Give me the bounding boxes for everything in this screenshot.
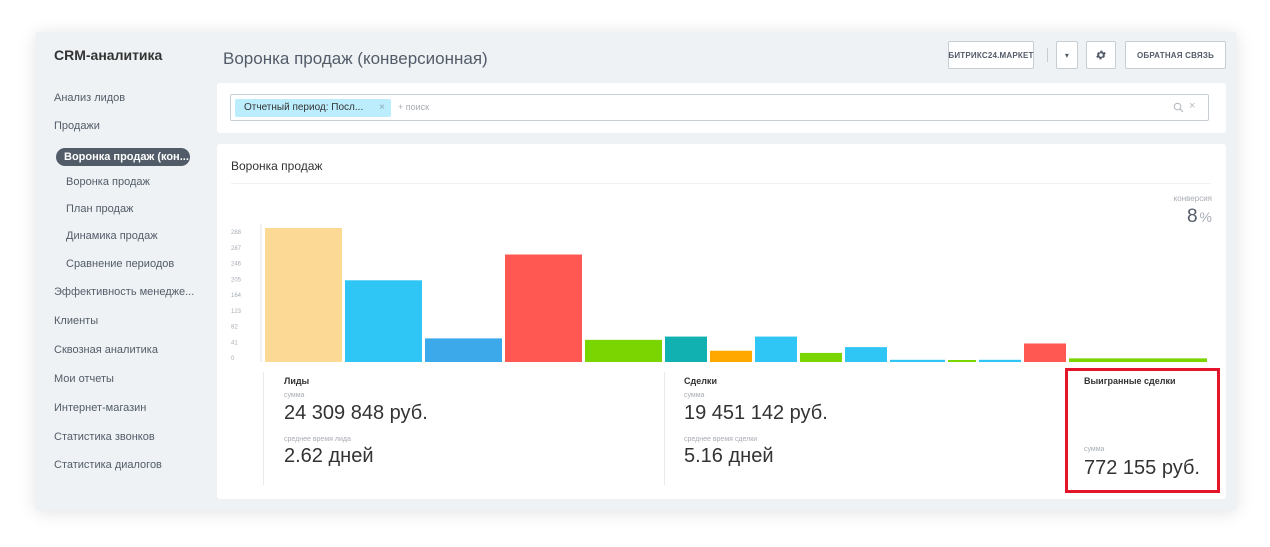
funnel-bar[interactable] — [948, 360, 976, 362]
gear-icon — [1096, 50, 1106, 60]
deals-sum-label: сумма — [684, 392, 705, 399]
won-title: Выигранные сделки — [1084, 376, 1176, 386]
funnel-bar[interactable] — [1024, 343, 1066, 362]
market-dropdown-button[interactable]: ▾ — [1056, 41, 1078, 69]
y-tick-label: 41 — [231, 340, 238, 346]
funnel-chart: 288 287 246 205 164 123 82 41 0 — [231, 224, 1207, 362]
funnel-bar[interactable] — [665, 336, 707, 362]
search-input[interactable]: + поиск — [398, 102, 430, 112]
funnel-card: Воронка продаж конверсия 8% 288 287 246 205… — [217, 144, 1226, 499]
funnel-bar[interactable] — [505, 254, 582, 362]
funnel-bar[interactable] — [710, 350, 752, 362]
deals-divider — [664, 372, 665, 485]
card-divider — [231, 183, 1211, 184]
funnel-bar[interactable] — [979, 359, 1021, 362]
filter-tag[interactable]: Отчетный период: Посл... × — [235, 99, 391, 117]
sidebar-item-dialog-statistics[interactable]: Статистика диалогов — [54, 459, 162, 471]
filter-tag-label: Отчетный период: Посл... — [244, 102, 364, 113]
funnel-bar[interactable] — [425, 338, 502, 362]
funnel-bar[interactable] — [890, 359, 945, 362]
won-sum-value: 772 155 руб. — [1084, 457, 1200, 479]
filter-remove-icon[interactable]: × — [379, 102, 385, 113]
sidebar-item-sales-plan[interactable]: План продаж — [66, 203, 134, 215]
y-tick-label: 288 — [231, 230, 242, 236]
sidebar-item-period-comparison[interactable]: Сравнение периодов — [66, 258, 175, 270]
sidebar: CRM-аналитика Анализ лидов Продажи Ворон… — [36, 32, 212, 510]
leads-time-value: 2.62 дней — [284, 445, 374, 467]
search-box[interactable]: Отчетный период: Посл... × + поиск × — [230, 94, 1209, 121]
conversion-number: 8 — [1186, 206, 1198, 227]
sidebar-item-conversion-funnel[interactable]: Воронка продаж (кон... — [56, 148, 190, 166]
funnel-bar[interactable] — [800, 352, 842, 362]
card-title: Воронка продаж — [231, 159, 323, 173]
funnel-bar[interactable] — [1069, 358, 1207, 362]
deals-time-value: 5.16 дней — [684, 445, 774, 467]
sidebar-item-lead-analysis[interactable]: Анализ лидов — [54, 92, 126, 104]
conversion-label: конверсия — [1173, 194, 1212, 203]
funnel-bar[interactable] — [345, 280, 422, 362]
search-icon[interactable] — [1173, 102, 1184, 113]
y-tick-label: 82 — [231, 325, 238, 331]
sidebar-item-clients[interactable]: Клиенты — [54, 315, 99, 327]
market-separator — [1047, 48, 1048, 62]
won-deals-stats: Выигранные сделки сумма 772 155 руб. — [1084, 376, 1219, 480]
leads-title: Лиды — [284, 376, 310, 386]
market-button[interactable]: БИТРИКС24.МАРКЕТ — [948, 41, 1034, 69]
y-tick-label: 0 — [231, 356, 235, 362]
sidebar-item-online-store[interactable]: Интернет-магазин — [54, 402, 147, 414]
sidebar-item-manager-efficiency[interactable]: Эффективность менедже... — [54, 286, 195, 298]
app-title: CRM-аналитика — [54, 47, 163, 63]
y-tick-label: 205 — [231, 277, 242, 283]
funnel-bar[interactable] — [755, 336, 797, 362]
sidebar-item-call-statistics[interactable]: Статистика звонков — [54, 431, 155, 443]
sidebar-item-sales-funnel[interactable]: Воронка продаж — [66, 176, 150, 188]
y-tick-label: 123 — [231, 309, 242, 315]
clear-icon[interactable]: × — [1189, 100, 1196, 112]
y-tick-label: 246 — [231, 262, 242, 268]
feedback-button[interactable]: ОБРАТНАЯ СВЯЗЬ — [1125, 41, 1226, 69]
conversion-value: 8% — [1147, 206, 1212, 228]
sidebar-item-end-to-end-analytics[interactable]: Сквозная аналитика — [54, 344, 158, 356]
leads-divider — [263, 372, 264, 485]
won-sum-label: сумма — [1084, 446, 1105, 453]
funnel-bar[interactable] — [845, 347, 887, 362]
leads-time-label: среднее время лида — [284, 436, 351, 443]
sidebar-item-sales-dynamics[interactable]: Динамика продаж — [66, 230, 158, 242]
settings-button[interactable] — [1086, 41, 1116, 69]
leads-sum-value: 24 309 848 руб. — [284, 402, 428, 424]
page-title: Воронка продаж (конверсионная) — [223, 49, 488, 68]
funnel-bar[interactable] — [585, 339, 662, 362]
deals-stats: Сделки сумма 19 451 142 руб. среднее вре… — [684, 376, 984, 468]
y-tick-label: 164 — [231, 293, 242, 299]
funnel-bar[interactable] — [265, 228, 342, 362]
won-deals-highlight — [1065, 368, 1220, 493]
y-tick-label: 287 — [231, 246, 242, 252]
app-window: CRM-аналитика Анализ лидов Продажи Ворон… — [36, 32, 1236, 510]
sidebar-item-sales[interactable]: Продажи — [54, 120, 100, 132]
sidebar-item-my-reports[interactable]: Мои отчеты — [54, 373, 114, 385]
conversion-unit: % — [1199, 209, 1212, 225]
filter-panel: Отчетный период: Посл... × + поиск × — [217, 83, 1226, 133]
deals-title: Сделки — [684, 376, 717, 386]
leads-sum-label: сумма — [284, 392, 305, 399]
leads-stats: Лиды сумма 24 309 848 руб. среднее время… — [284, 376, 584, 468]
deals-time-label: среднее время сделки — [684, 436, 758, 443]
deals-sum-value: 19 451 142 руб. — [684, 402, 828, 424]
